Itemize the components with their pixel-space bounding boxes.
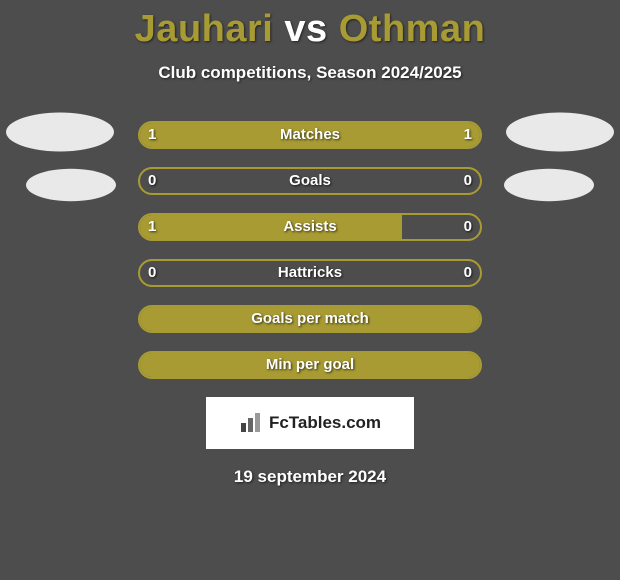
stat-bar-track: [138, 213, 482, 241]
bar-chart-icon: [239, 412, 265, 434]
stat-bar-track: [138, 259, 482, 287]
stat-value-left: 1: [148, 213, 156, 241]
logo-text: FcTables.com: [269, 413, 381, 433]
footer-date: 19 september 2024: [0, 467, 620, 487]
stat-bar-track: [138, 121, 482, 149]
stat-row: Min per goal: [138, 351, 482, 379]
stat-row: Goals per match: [138, 305, 482, 333]
stat-value-left: 0: [148, 167, 156, 195]
stat-value-right: 0: [464, 213, 472, 241]
stat-value-right: 1: [464, 121, 472, 149]
stat-bar-left: [140, 215, 402, 239]
player2-name: Othman: [339, 8, 486, 50]
stat-value-right: 0: [464, 259, 472, 287]
stat-row: Matches11: [138, 121, 482, 149]
logo-panel: FcTables.com: [206, 397, 414, 449]
stat-row: Goals00: [138, 167, 482, 195]
stat-bar-right: [310, 123, 480, 147]
stat-row: Hattricks00: [138, 259, 482, 287]
stat-value-left: 0: [148, 259, 156, 287]
stat-bar-track: [138, 167, 482, 195]
stat-bar-left: [140, 307, 480, 331]
vs-text: vs: [284, 8, 327, 50]
stat-bar-track: [138, 351, 482, 379]
subtitle: Club competitions, Season 2024/2025: [0, 63, 620, 83]
stats-stage: Matches11Goals00Assists10Hattricks00Goal…: [0, 121, 620, 379]
stat-bar-left: [140, 123, 310, 147]
stat-value-right: 0: [464, 167, 472, 195]
player1-name: Jauhari: [135, 8, 274, 50]
stat-bar-left: [140, 353, 480, 377]
stat-value-left: 1: [148, 121, 156, 149]
comparison-title: Jauhari vs Othman: [0, 0, 620, 51]
stat-bar-track: [138, 305, 482, 333]
stat-row: Assists10: [138, 213, 482, 241]
